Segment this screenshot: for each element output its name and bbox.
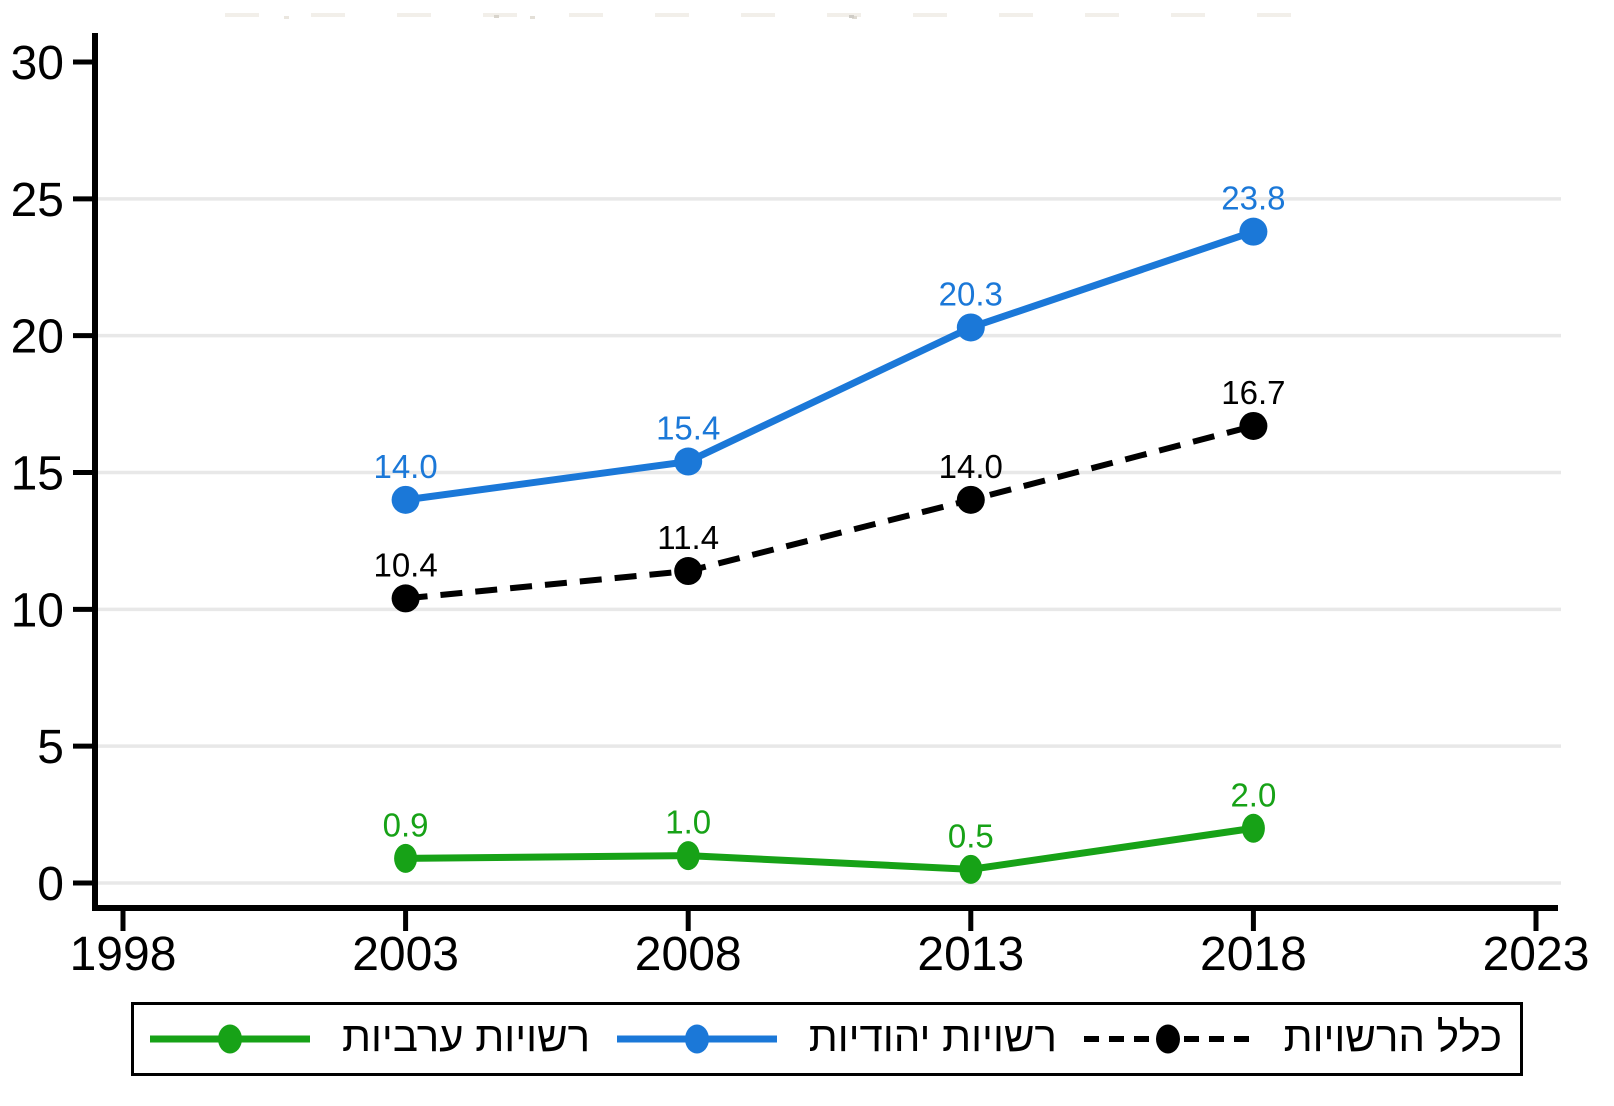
- point-label-all-authorities-2018: 16.7: [1221, 374, 1285, 411]
- legend-swatch-all-authorities: [1083, 1024, 1252, 1054]
- data-point-jewish-authorities-2013: [956, 313, 985, 342]
- point-label-arab-authorities-2003: 0.9: [383, 806, 429, 843]
- point-label-jewish-authorities-2008: 15.4: [656, 410, 720, 447]
- x-tick-label-2013: 2013: [917, 928, 1024, 981]
- legend-swatch-jewish-authorities: [616, 1024, 777, 1054]
- y-tick-label-25: 25: [11, 174, 64, 227]
- series-line-all-authorities: [405, 423, 1255, 602]
- legend-label-arab-authorities: רשויות ערביות: [342, 1013, 591, 1060]
- x-tick-label-2018: 2018: [1200, 928, 1307, 981]
- data-point-arab-authorities-2008: [676, 841, 700, 871]
- data-point-arab-authorities-2018: [1241, 813, 1265, 843]
- data-point-jewish-authorities-2008: [674, 447, 703, 476]
- y-tick-label-20: 20: [11, 311, 64, 364]
- point-label-all-authorities-2008: 11.4: [657, 519, 719, 556]
- legend-marker-arab-authorities: [218, 1024, 242, 1054]
- point-label-jewish-authorities-2003: 14.0: [373, 448, 437, 485]
- point-label-arab-authorities-2013: 0.5: [948, 817, 994, 854]
- data-point-jewish-authorities-2003: [391, 485, 420, 514]
- legend: רשויות ערביות רשויות יהודיות כלל הרשויות: [131, 1002, 1523, 1076]
- data-point-all-authorities-2013: [956, 485, 985, 514]
- y-tick-label-15: 15: [11, 448, 64, 501]
- series-line-jewish-authorities: [405, 228, 1255, 504]
- point-label-jewish-authorities-2018: 23.8: [1221, 180, 1285, 217]
- point-label-arab-authorities-2008: 1.0: [665, 804, 711, 841]
- data-point-arab-authorities-2013: [959, 854, 983, 884]
- legend-item-jewish-authorities: רשויות יהודיות: [615, 1016, 1057, 1062]
- y-tick-label-0: 0: [37, 858, 64, 911]
- legend-item-all-authorities: כלל הרשויות: [1082, 1016, 1502, 1062]
- x-tick-label-1998: 1998: [70, 928, 177, 981]
- legend-swatch-arab-authorities: [150, 1024, 310, 1054]
- y-tick-label-10: 10: [11, 584, 64, 637]
- series-line-arab-authorities: [405, 824, 1254, 873]
- point-label-arab-authorities-2018: 2.0: [1230, 776, 1276, 813]
- data-point-arab-authorities-2003: [394, 843, 418, 873]
- legend-marker-all-authorities: [1155, 1024, 1180, 1054]
- data-point-all-authorities-2018: [1239, 411, 1268, 440]
- y-tick-label-5: 5: [37, 721, 64, 774]
- cropped-title-specks: [494, 15, 499, 18]
- data-point-jewish-authorities-2018: [1239, 217, 1268, 246]
- cropped-title-artifact: [225, 13, 1315, 17]
- data-point-all-authorities-2003: [391, 584, 420, 613]
- y-tick-label-30: 30: [11, 37, 64, 90]
- data-point-all-authorities-2008: [674, 557, 703, 586]
- legend-item-arab-authorities: רשויות ערביות: [148, 1016, 590, 1062]
- point-label-all-authorities-2013: 14.0: [939, 448, 1003, 485]
- point-label-jewish-authorities-2013: 20.3: [939, 275, 1003, 312]
- legend-label-jewish-authorities: רשויות יהודיות: [808, 1013, 1057, 1060]
- point-label-all-authorities-2003: 10.4: [373, 546, 437, 583]
- x-tick-label-2003: 2003: [352, 928, 459, 981]
- legend-label-all-authorities: כלל הרשויות: [1283, 1013, 1502, 1060]
- legend-marker-jewish-authorities: [684, 1024, 709, 1054]
- x-tick-label-2023: 2023: [1483, 928, 1590, 981]
- x-tick-label-2008: 2008: [635, 928, 742, 981]
